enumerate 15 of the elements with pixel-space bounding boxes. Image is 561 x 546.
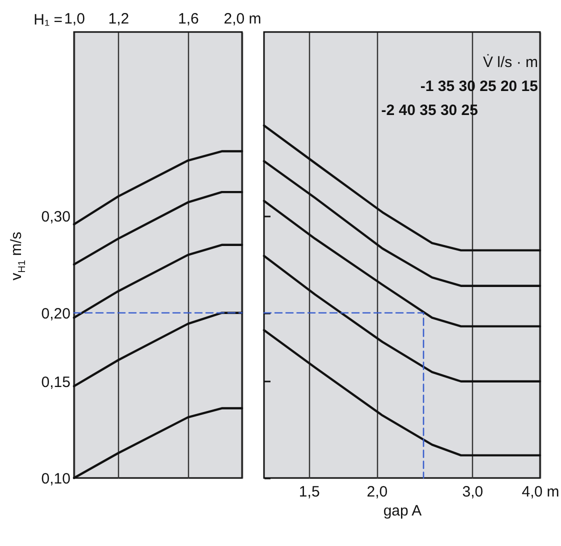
x-axis-title: H₁ = <box>34 12 63 28</box>
x-tick-label: 4,0 m <box>522 484 560 500</box>
y-tick-label: 0,30 <box>41 208 70 226</box>
y-tick-label: 0,10 <box>41 470 70 488</box>
x-tick-label: 1,0 <box>64 10 85 28</box>
x-tick-label: 1,5 <box>298 484 320 500</box>
x-axis-title: gap A <box>383 502 422 520</box>
x-tick-label: 2,0 m <box>224 10 262 28</box>
x-tick-label: 1,2 <box>108 10 130 28</box>
y-tick-label: 0,15 <box>41 374 70 391</box>
x-tick-label: 3,0 <box>462 484 484 500</box>
x-tick-label: 1,6 <box>178 10 199 28</box>
y-tick-label: 0,20 <box>41 305 70 322</box>
annotation: V̇ l/s · m <box>483 54 538 71</box>
x-tick-label: 2,0 <box>366 484 388 500</box>
